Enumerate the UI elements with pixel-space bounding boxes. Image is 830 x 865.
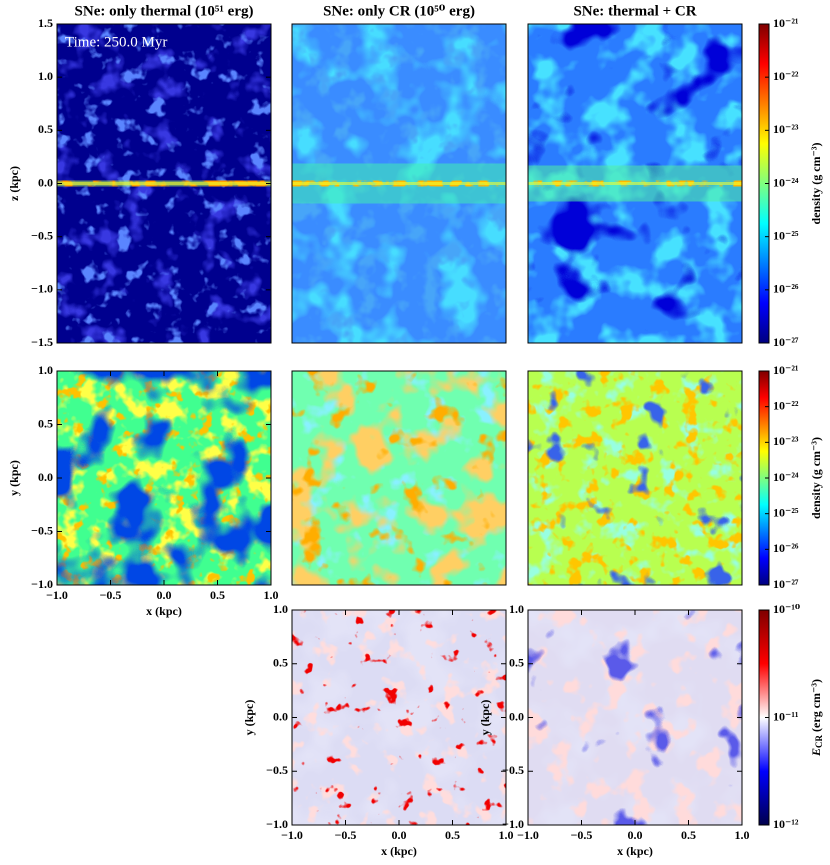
colorbar-tick-label: 10⁻²⁷ xyxy=(773,577,799,591)
colorbar-tick-label: 10⁻²⁶ xyxy=(773,541,799,555)
label-part: CR xyxy=(814,734,824,747)
x-tick-label: 0.5 xyxy=(445,828,460,842)
disk-core-base xyxy=(292,182,506,185)
colorbar-tick-label: 10⁻²³ xyxy=(773,434,799,448)
label-part: E xyxy=(809,748,823,757)
x-axis-label: x (kpc) xyxy=(146,604,182,618)
x-tick-label: 0.0 xyxy=(392,828,407,842)
field-texture xyxy=(292,371,506,585)
y-axis-label: y (kpc) xyxy=(478,700,492,736)
y-tick-label: 0.0 xyxy=(509,709,524,723)
panel xyxy=(291,370,507,586)
colorbar-tick-label: 10⁻²⁵ xyxy=(773,228,799,242)
colorbar-label: density (g cm⁻³) xyxy=(809,143,823,225)
colorbar-label: density (g cm⁻³) xyxy=(809,437,823,519)
y-tick-label: 1.0 xyxy=(509,602,524,616)
label-part: density (g cm⁻³) xyxy=(809,143,823,225)
y-tick-label: −1.0 xyxy=(31,577,53,591)
x-axis-label: x (kpc) xyxy=(381,844,417,858)
y-tick-label: −1.5 xyxy=(31,335,53,349)
y-tick-label: 0.5 xyxy=(273,656,288,670)
y-tick-label: 0.5 xyxy=(509,656,524,670)
label-part: (erg cm⁻³) xyxy=(809,679,823,735)
y-tick-label: 1.5 xyxy=(38,16,53,30)
x-tick-label: 0.5 xyxy=(210,588,225,602)
y-tick-label: 0.5 xyxy=(38,416,53,430)
colorbar-label: ECR (erg cm⁻³) xyxy=(809,679,824,757)
panel-title: SNe: only CR (10⁵⁰ erg) xyxy=(323,3,475,19)
panel-frame xyxy=(527,370,743,586)
y-tick-label: 1.0 xyxy=(273,602,288,616)
y-tick-label: −0.5 xyxy=(31,523,53,537)
field-texture xyxy=(528,371,742,585)
panel xyxy=(527,609,743,826)
y-tick-label: −1.0 xyxy=(31,282,53,296)
colorbar-tick-label: 10⁻²⁵ xyxy=(773,505,799,519)
x-tick-label: −0.5 xyxy=(571,828,593,842)
panel-title: SNe: thermal + CR xyxy=(573,3,696,19)
colorbar-tick-label: 10⁻²² xyxy=(773,398,799,412)
colorbar-tick-label: 10⁻²² xyxy=(773,69,799,83)
colorbar-tick-label: 10⁻²⁴ xyxy=(773,175,799,189)
panel xyxy=(291,23,507,344)
x-tick-label: 1.0 xyxy=(735,828,750,842)
panel-frame xyxy=(291,23,507,344)
y-tick-label: −0.5 xyxy=(31,228,53,242)
panel-title: SNe: only thermal (10⁵¹ erg) xyxy=(75,3,254,19)
label-part: density (g cm⁻³) xyxy=(809,437,823,519)
y-axis-label: y (kpc) xyxy=(7,460,21,496)
x-tick-label: −0.5 xyxy=(100,588,122,602)
y-axis-label: y (kpc) xyxy=(242,700,256,736)
colorbar-tick-label: 10⁻¹⁰ xyxy=(773,602,800,616)
colorbar-tick-label: 10⁻¹¹ xyxy=(773,709,799,723)
y-tick-label: −1.0 xyxy=(266,817,288,831)
colorbar-tick-label: 10⁻²⁶ xyxy=(773,282,799,296)
field-texture xyxy=(528,610,742,825)
disk-core-base xyxy=(528,182,742,185)
panel xyxy=(527,370,743,586)
x-tick-label: 0.0 xyxy=(157,588,172,602)
colorbar-tick-label: 10⁻²⁷ xyxy=(773,335,799,349)
y-tick-label: −0.5 xyxy=(502,763,524,777)
panel xyxy=(291,609,507,826)
x-tick-label: −1.0 xyxy=(517,828,539,842)
x-tick-label: 1.0 xyxy=(264,588,279,602)
panel-frame xyxy=(291,370,507,586)
x-tick-label: 0.5 xyxy=(681,828,696,842)
field-texture xyxy=(57,371,271,585)
y-tick-label: 1.0 xyxy=(38,363,53,377)
colorbar-tick-label: 10⁻²⁴ xyxy=(773,470,799,484)
colorbar-tick-label: 10⁻²¹ xyxy=(773,363,799,377)
annotation: Time: 250.0 Myr xyxy=(65,34,167,50)
x-tick-label: 1.0 xyxy=(499,828,514,842)
disk-core-base xyxy=(57,182,271,185)
y-tick-label: −1.0 xyxy=(502,817,524,831)
y-tick-label: 0.0 xyxy=(38,175,53,189)
x-tick-label: −1.0 xyxy=(46,588,68,602)
colorbar-tick-label: 10⁻²¹ xyxy=(773,16,799,30)
x-axis-label: x (kpc) xyxy=(617,844,653,858)
x-tick-label: −1.0 xyxy=(281,828,303,842)
y-tick-label: 1.0 xyxy=(38,69,53,83)
panel xyxy=(56,370,272,586)
colorbar-tick-label: 10⁻²³ xyxy=(773,122,799,136)
panel xyxy=(56,23,272,344)
panel xyxy=(527,23,743,344)
panel-frame xyxy=(527,23,743,344)
y-tick-label: 0.0 xyxy=(273,709,288,723)
y-tick-label: 0.5 xyxy=(38,122,53,136)
colorbar-tick-label: 10⁻¹² xyxy=(773,817,799,831)
x-tick-label: −0.5 xyxy=(335,828,357,842)
y-tick-label: 0.0 xyxy=(38,470,53,484)
x-tick-label: 0.0 xyxy=(628,828,643,842)
field-texture xyxy=(292,610,506,825)
y-tick-label: −0.5 xyxy=(266,763,288,777)
y-axis-label: z (kpc) xyxy=(7,166,21,201)
